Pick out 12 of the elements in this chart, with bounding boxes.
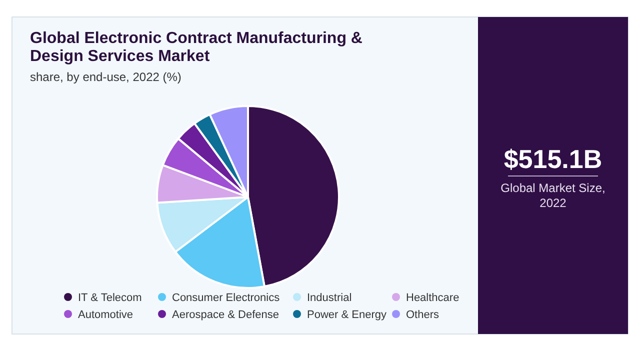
legend-label: Healthcare xyxy=(406,292,460,304)
legend-label: Automotive xyxy=(78,309,134,321)
legend-label: IT & Telecom xyxy=(78,292,142,304)
text: Global Market Size, 2022 xyxy=(500,181,606,210)
legend-label: Power & Energy xyxy=(307,309,387,321)
legend-label: Industrial xyxy=(307,292,352,304)
chart-subtitle: share, by end-use, 2022 (%) xyxy=(30,70,182,84)
legend-label: Consumer Electronics xyxy=(172,292,280,304)
legend-label: Aerospace & Defense xyxy=(172,309,280,321)
text: $515.1B xyxy=(504,144,602,174)
legend-label: Others xyxy=(406,309,440,321)
chart-title: Global Electronic Contract Manufacturing & Design Services Market xyxy=(30,30,363,65)
